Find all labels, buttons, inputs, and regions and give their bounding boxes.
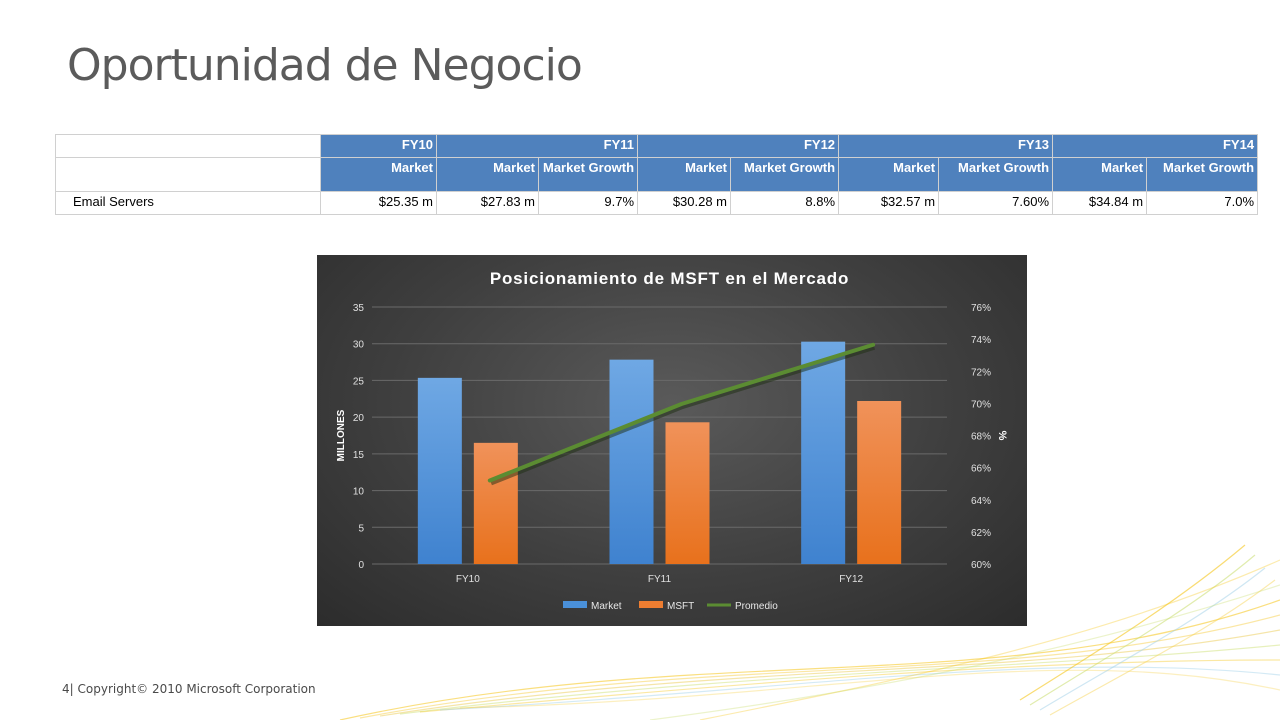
footer-separator: | (69, 682, 74, 696)
table-corner-cell (55, 157, 321, 192)
y2-tick-label: 66% (971, 464, 991, 475)
legend-label-market: Market (591, 601, 622, 612)
market-bar (417, 377, 462, 564)
promedio-line-shadow (489, 343, 876, 486)
table-subheader-row: Market Market Market Growth Market Marke… (55, 157, 1259, 192)
y2-tick-label: 62% (971, 528, 991, 539)
table-cell: $30.28 m (637, 191, 732, 215)
table-row: Email Servers $25.35 m $27.83 m 9.7% $30… (55, 191, 1259, 215)
table-year-header: FY10 (320, 134, 437, 158)
slide-title: Oportunidad de Negocio (67, 40, 583, 91)
footer: 4| Copyright© 2010 Microsoft Corporation (62, 682, 316, 696)
table-cell: 9.7% (537, 191, 639, 215)
legend-swatch-market (563, 601, 587, 608)
legend-swatch-msft (639, 601, 663, 608)
y2-tick-label: 72% (971, 367, 991, 378)
combo-chart: Posicionamiento de MSFT en el Mercado 0 5 1… (317, 255, 1027, 626)
y2-tick-label: 74% (971, 335, 991, 346)
market-data-table: FY10 FY11 FY12 FY13 FY14 Market Market M… (55, 134, 1259, 215)
x-tick-label: FY12 (839, 574, 863, 585)
x-tick-label: FY10 (456, 574, 480, 585)
y2-tick-label: 60% (971, 560, 991, 571)
y-tick-label: 20 (353, 413, 365, 424)
table-cell: $34.84 m (1052, 191, 1148, 215)
y2-axis-title: % (996, 431, 1008, 441)
table-subheader: Market (1052, 157, 1148, 192)
table-cell: 7.0% (1146, 191, 1259, 215)
table-cell: $25.35 m (320, 191, 437, 215)
table-subheader: Market Growth (730, 157, 840, 192)
y-tick-label: 15 (353, 450, 365, 461)
y-axis-title: MILLONES (336, 409, 347, 461)
table-year-header: FY11 (435, 134, 639, 158)
market-bar (609, 359, 654, 564)
table-year-header-row: FY10 FY11 FY12 FY13 FY14 (55, 134, 1259, 158)
y2-tick-label: 68% (971, 432, 991, 443)
table-year-header: FY13 (838, 134, 1054, 158)
y-tick-label: 35 (353, 303, 365, 314)
msft-bar (665, 422, 710, 564)
table-subheader: Market Growth (537, 157, 639, 192)
page-number: 4 (62, 682, 70, 696)
table-row-label: Email Servers (55, 191, 321, 215)
promedio-line (487, 342, 876, 483)
table-cell: 8.8% (730, 191, 840, 215)
table-subheader: Market (436, 157, 539, 192)
table-subheader: Market Growth (938, 157, 1054, 192)
chart-title: Posicionamiento de MSFT en el Mercado (490, 269, 849, 288)
table-cell: 7.60% (938, 191, 1054, 215)
y2-tick-label: 64% (971, 496, 991, 507)
table-year-header: FY14 (1052, 134, 1259, 158)
market-bar (801, 341, 846, 564)
x-tick-label: FY11 (648, 574, 672, 585)
y-tick-label: 0 (358, 560, 364, 571)
table-subheader: Market (637, 157, 732, 192)
copyright-text: Copyright© 2010 Microsoft Corporation (77, 682, 316, 696)
table-subheader: Market (838, 157, 940, 192)
msft-bar (473, 442, 518, 564)
legend-label-promedio: Promedio (735, 601, 778, 612)
y-tick-label: 30 (353, 340, 365, 351)
table-cell: $32.57 m (838, 191, 940, 215)
y-tick-label: 10 (353, 487, 365, 498)
y-tick-label: 25 (353, 376, 365, 387)
msft-bar (857, 400, 902, 564)
y-tick-label: 5 (358, 523, 364, 534)
y2-tick-label: 70% (971, 399, 991, 410)
table-corner-cell (55, 134, 321, 158)
table-cell: $27.83 m (436, 191, 539, 215)
table-subheader: Market Growth (1146, 157, 1259, 192)
y2-tick-label: 76% (971, 303, 991, 314)
legend-label-msft: MSFT (667, 601, 694, 612)
chart-canvas: Posicionamiento de MSFT en el Mercado 0 5 1… (336, 269, 1008, 612)
table-year-header: FY12 (637, 134, 840, 158)
table-subheader: Market (320, 157, 437, 192)
